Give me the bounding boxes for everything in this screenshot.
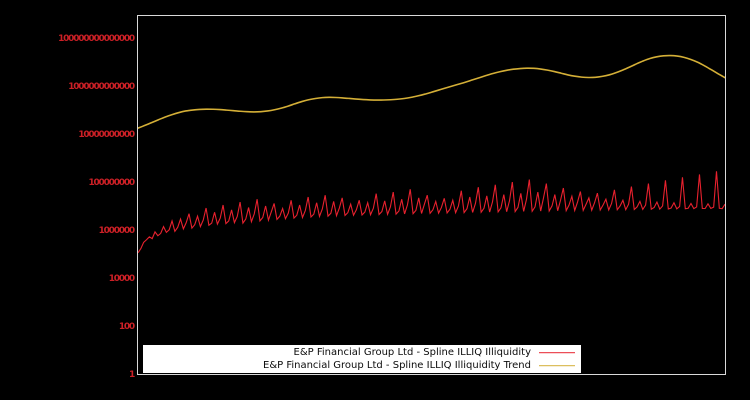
- y-tick-label: 100000000: [88, 178, 135, 188]
- y-tick-label: 1: [128, 370, 135, 380]
- y-tick-label: 1000000: [98, 226, 136, 236]
- y-tick-label: 100000000000000: [58, 34, 135, 44]
- legend-swatch-trend: [539, 361, 575, 371]
- legend-entry-trend: E&P Financial Group Ltd - Spline ILLIQ I…: [143, 359, 581, 372]
- plot-area: [137, 15, 726, 375]
- y-tick-label: 1000000000000: [68, 82, 135, 92]
- legend-swatch-illiq: [539, 348, 575, 358]
- plot-svg: [138, 54, 725, 254]
- legend-label-illiq: E&P Financial Group Ltd - Spline ILLIQ I…: [293, 347, 531, 358]
- legend-label-trend: E&P Financial Group Ltd - Spline ILLIQ I…: [263, 360, 531, 371]
- y-tick-label: 100: [118, 322, 135, 332]
- chart-legend: E&P Financial Group Ltd - Spline ILLIQ I…: [143, 345, 581, 373]
- y-tick-label: 10000000000: [78, 130, 135, 140]
- series-illiq-line: [138, 171, 725, 254]
- series-trend-line: [138, 54, 725, 129]
- legend-entry-illiq: E&P Financial Group Ltd - Spline ILLIQ I…: [143, 346, 581, 359]
- y-tick-label: 10000: [108, 274, 136, 284]
- y-axis-tick-labels: 100000000000000 1000000000000 10000000000 1…: [0, 0, 137, 400]
